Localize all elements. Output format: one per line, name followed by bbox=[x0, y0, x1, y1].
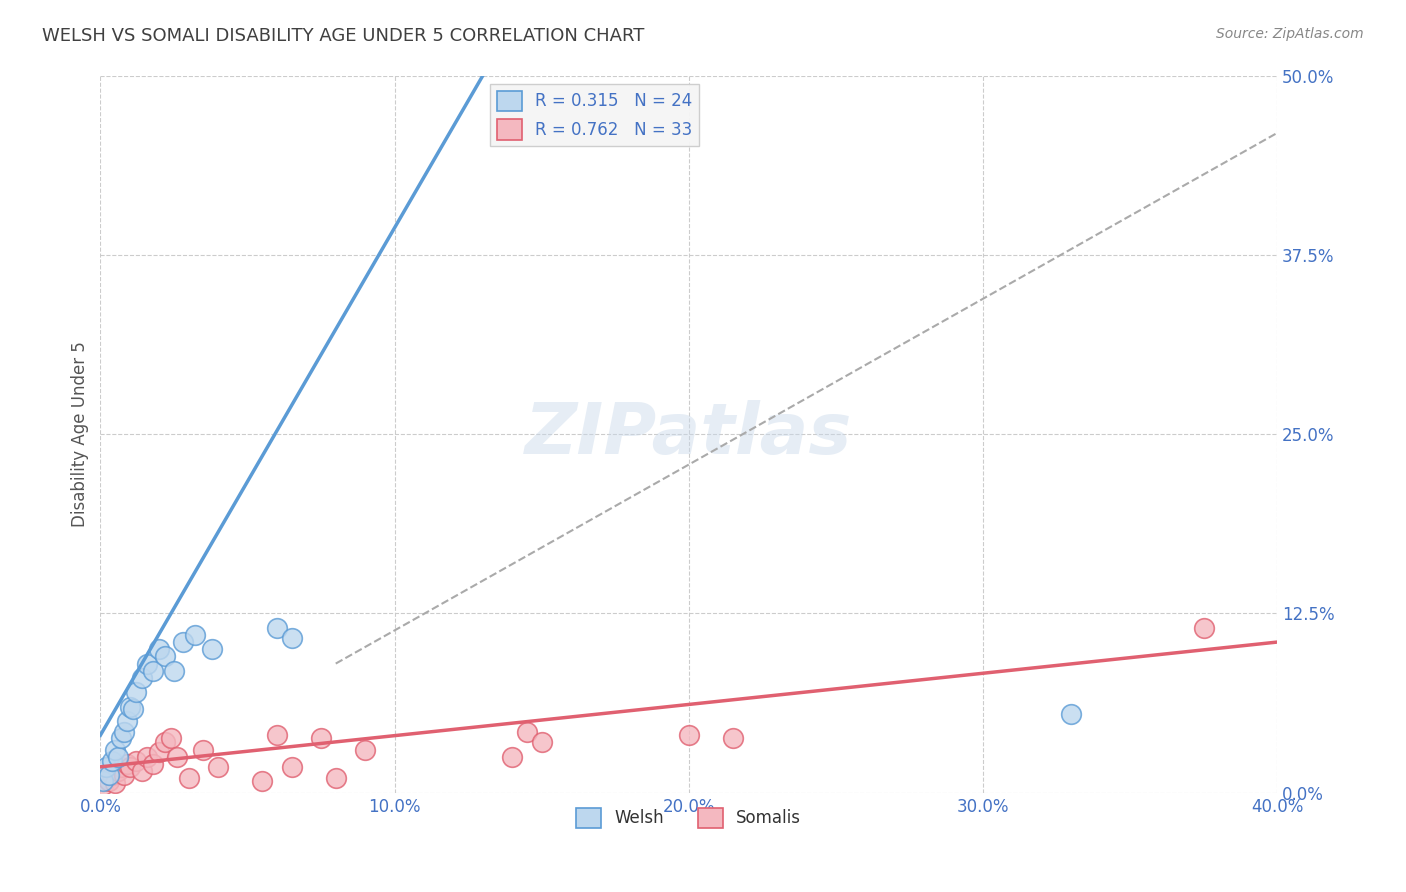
Point bbox=[309, 731, 332, 746]
Point bbox=[131, 764, 153, 779]
Point bbox=[266, 728, 288, 742]
Point bbox=[136, 749, 159, 764]
Point bbox=[104, 775, 127, 789]
Point bbox=[107, 764, 129, 779]
Point bbox=[115, 756, 138, 771]
Point bbox=[721, 731, 744, 746]
Point bbox=[166, 749, 188, 764]
Point bbox=[110, 731, 132, 746]
Point bbox=[148, 746, 170, 760]
Point bbox=[530, 735, 553, 749]
Point bbox=[124, 685, 146, 699]
Point bbox=[124, 754, 146, 768]
Point bbox=[266, 621, 288, 635]
Point bbox=[101, 754, 124, 768]
Point bbox=[501, 749, 523, 764]
Point bbox=[98, 768, 121, 782]
Point bbox=[98, 774, 121, 789]
Point bbox=[142, 664, 165, 678]
Point bbox=[115, 714, 138, 728]
Point bbox=[201, 642, 224, 657]
Point bbox=[112, 725, 135, 739]
Point bbox=[118, 760, 141, 774]
Point bbox=[177, 772, 200, 786]
Point bbox=[325, 772, 347, 786]
Point bbox=[107, 749, 129, 764]
Point bbox=[136, 657, 159, 671]
Point bbox=[142, 756, 165, 771]
Point bbox=[153, 649, 176, 664]
Point bbox=[110, 760, 132, 774]
Point bbox=[96, 760, 118, 774]
Point bbox=[121, 702, 143, 716]
Point bbox=[1060, 706, 1083, 721]
Text: Source: ZipAtlas.com: Source: ZipAtlas.com bbox=[1216, 27, 1364, 41]
Text: ZIPatlas: ZIPatlas bbox=[524, 400, 852, 468]
Point bbox=[280, 760, 302, 774]
Point bbox=[183, 628, 205, 642]
Point bbox=[1192, 621, 1215, 635]
Point bbox=[163, 664, 186, 678]
Point bbox=[250, 774, 273, 789]
Point bbox=[101, 768, 124, 782]
Point bbox=[153, 735, 176, 749]
Point bbox=[516, 725, 538, 739]
Point bbox=[104, 742, 127, 756]
Point bbox=[112, 768, 135, 782]
Point bbox=[131, 671, 153, 685]
Point bbox=[118, 699, 141, 714]
Y-axis label: Disability Age Under 5: Disability Age Under 5 bbox=[72, 341, 89, 527]
Point bbox=[96, 772, 118, 786]
Point bbox=[160, 731, 183, 746]
Point bbox=[678, 728, 700, 742]
Point bbox=[354, 742, 377, 756]
Point bbox=[91, 779, 114, 793]
Point bbox=[207, 760, 229, 774]
Point bbox=[172, 635, 194, 649]
Point bbox=[91, 774, 114, 789]
Text: WELSH VS SOMALI DISABILITY AGE UNDER 5 CORRELATION CHART: WELSH VS SOMALI DISABILITY AGE UNDER 5 C… bbox=[42, 27, 644, 45]
Point bbox=[148, 642, 170, 657]
Legend: Welsh, Somalis: Welsh, Somalis bbox=[569, 801, 808, 835]
Point bbox=[193, 742, 215, 756]
Point bbox=[280, 631, 302, 645]
